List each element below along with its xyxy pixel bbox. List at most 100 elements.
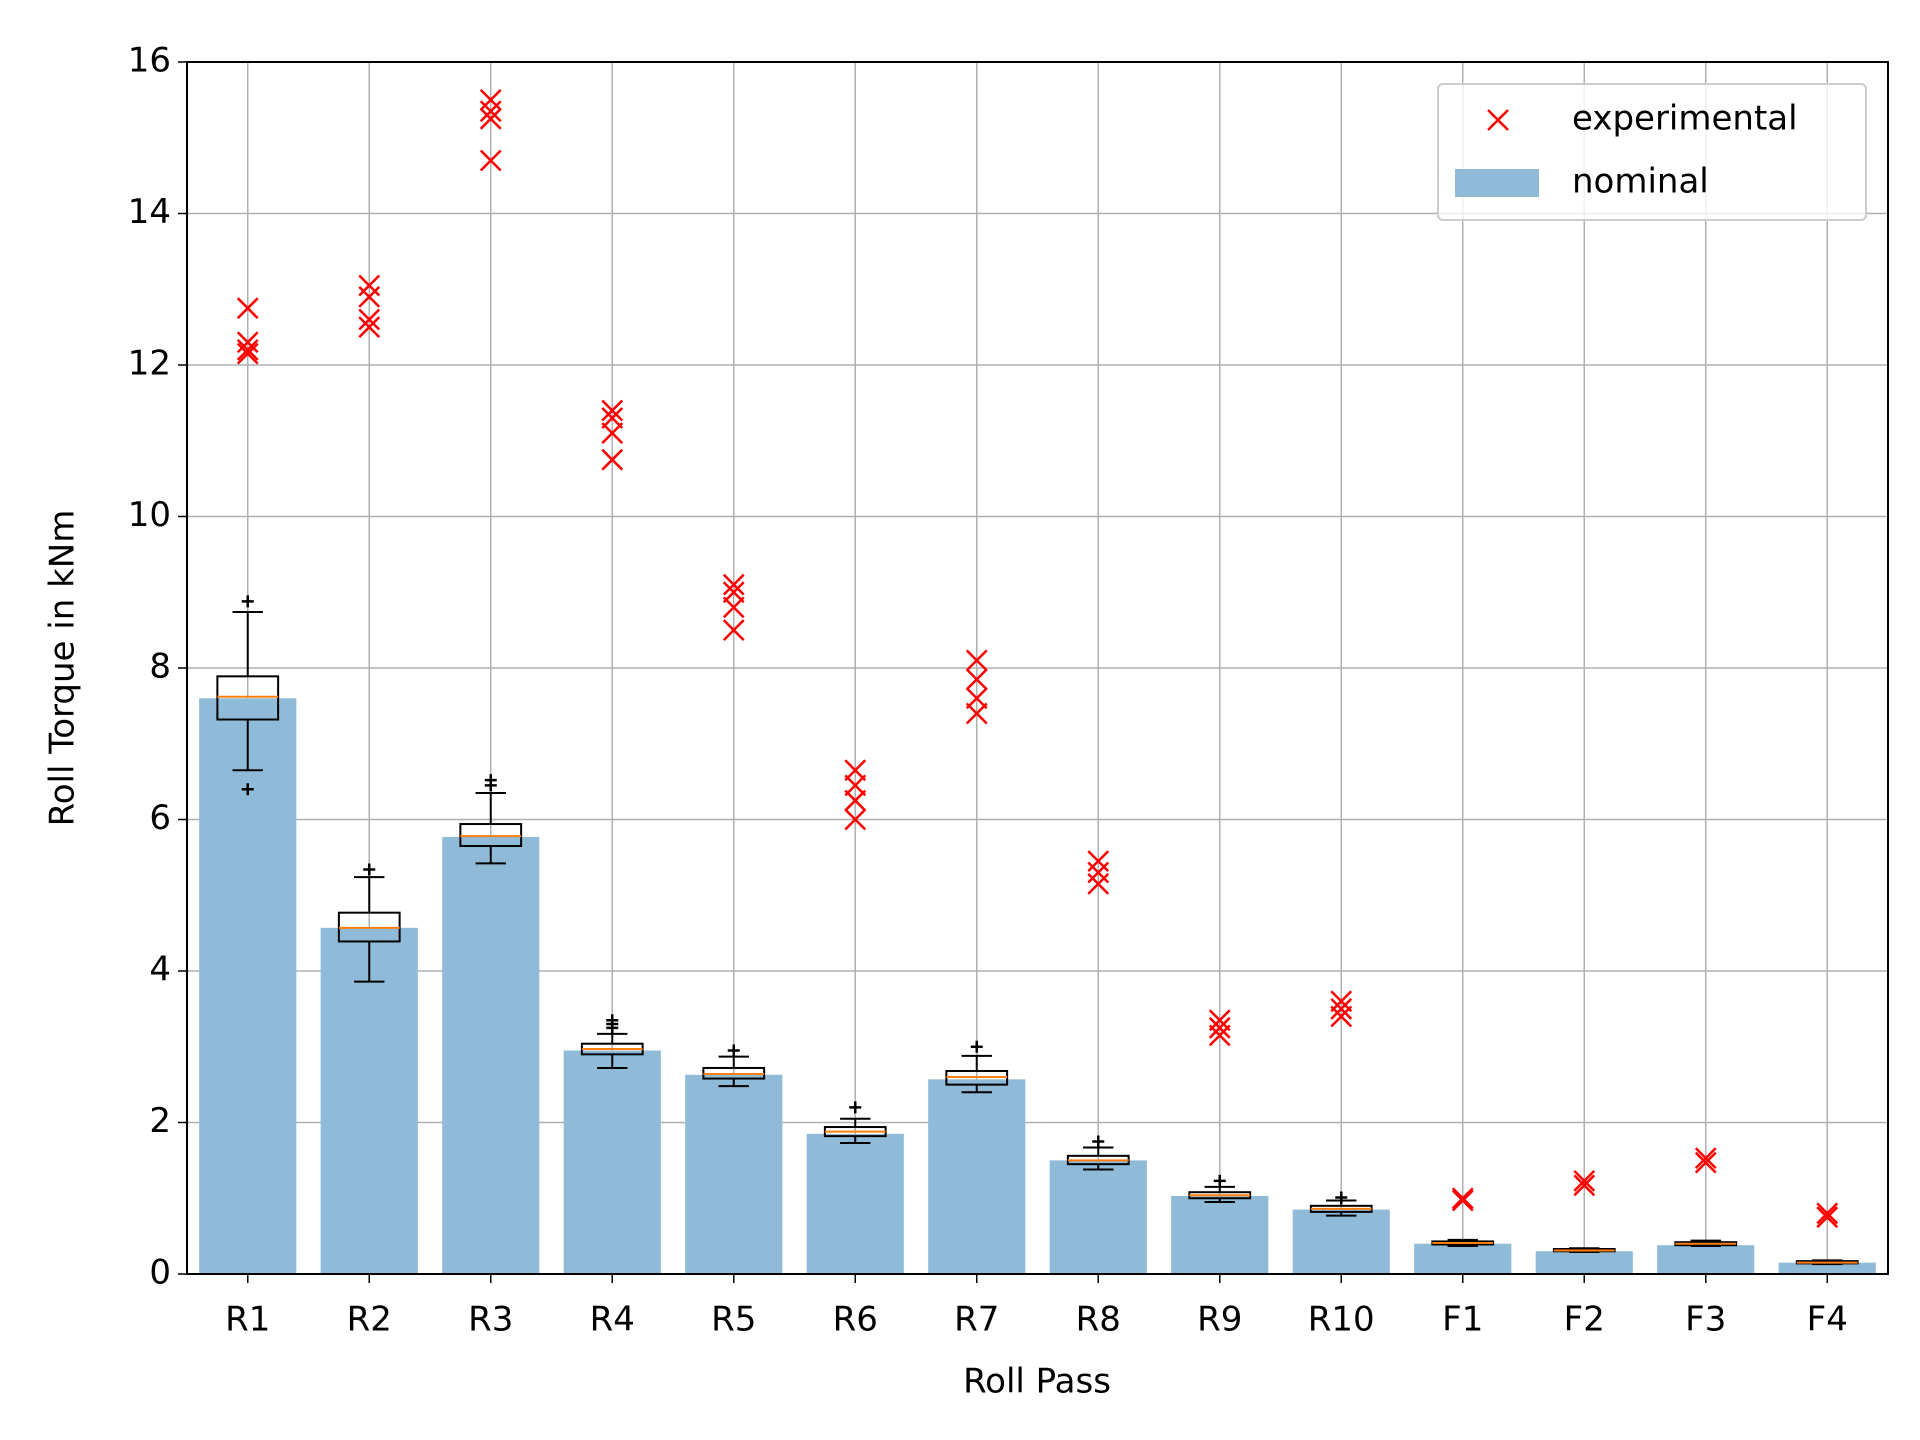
x-tick-label: F3 [1685,1300,1726,1340]
y-tick-label: 16 [128,41,171,81]
experimental-marker [1451,1189,1474,1212]
x-tick-label: R7 [954,1300,999,1340]
y-tick-label: 4 [149,950,171,990]
bar [1171,1195,1269,1274]
x-tick-label: R1 [225,1300,270,1340]
legend-swatch [1455,169,1539,197]
y-tick-label: 6 [149,798,171,838]
legend-box [1437,83,1867,221]
x-tick-label: R4 [590,1300,635,1340]
x-tick-label: F2 [1564,1300,1605,1340]
experimental-marker [479,100,502,123]
flier [484,774,497,787]
experimental-marker [1087,850,1110,873]
experimental-marker [965,687,988,710]
flier [606,1014,619,1027]
whisker-high [597,1032,628,1044]
flier [1335,1191,1348,1204]
flier [1213,1174,1226,1187]
experimental-marker [844,774,867,797]
experimental-marker [1330,997,1353,1020]
x-tick-label: R10 [1308,1300,1375,1340]
experimental-marker [1573,1174,1596,1197]
experimental-marker [236,331,259,354]
legend-label: nominal [1572,162,1709,202]
whisker-low [840,1136,871,1144]
x-tick-label: R9 [1197,1300,1242,1340]
experimental-marker [1208,1016,1231,1039]
x-tick-label: R2 [347,1300,392,1340]
experimental-marker [1573,1169,1596,1192]
whisker-low [718,1078,749,1088]
experimental-marker [479,88,502,111]
experimental-marker [1330,1005,1353,1028]
experimental-marker [722,581,745,604]
whisker-high [718,1055,749,1068]
x-axis-label: Roll Pass [963,1362,1111,1402]
experimental-marker [722,573,745,596]
whisker-high [232,610,263,677]
experimental-marker [601,448,624,471]
legend: experimental nominal [1437,83,1867,221]
y-tick-label: 2 [149,1101,171,1141]
experimental-marker [965,649,988,672]
bar [806,1133,904,1274]
whisker-low [354,941,385,983]
flier [849,1101,862,1114]
flier [241,783,254,796]
box [459,823,523,848]
legend-marker [1487,109,1509,131]
bar [563,1050,661,1274]
experimental-marker [722,596,745,619]
experimental-marker [1087,861,1110,884]
flier [970,1040,983,1053]
experimental-marker [601,399,624,422]
y-tick-label: 8 [149,647,171,687]
bar [1292,1209,1390,1274]
experimental-marker [479,149,502,172]
x-tick-label: F1 [1442,1300,1483,1340]
x-tick-label: R5 [711,1300,756,1340]
box [216,675,280,721]
experimental-marker [722,619,745,642]
bar [1414,1243,1512,1274]
whisker-low [961,1084,992,1094]
bar [1657,1245,1755,1274]
y-tick-label: 12 [128,344,171,384]
plot-frame [186,61,1889,1275]
flier [363,863,376,876]
legend-label: experimental [1572,99,1798,139]
experimental-marker [844,808,867,831]
y-tick-label: 10 [128,495,171,535]
experimental-marker [965,668,988,691]
experimental-marker [358,274,381,297]
y-axis-label: Roll Torque in kNm [43,510,83,827]
x-tick-label: R6 [833,1300,878,1340]
whisker-high [840,1117,871,1128]
whisker-high [1083,1146,1114,1156]
experimental-marker [844,789,867,812]
bar [928,1079,1026,1274]
bar [1778,1262,1876,1274]
whisker-high [354,876,385,913]
bar [1049,1160,1147,1274]
whisker-low [232,719,263,772]
experimental-marker [1208,1009,1231,1032]
experimental-marker [236,338,259,361]
experimental-marker [358,285,381,308]
y-tick-label: 0 [149,1253,171,1293]
whisker-high [475,791,506,825]
experimental-marker [1087,873,1110,895]
experimental-marker [1694,1151,1717,1174]
bar [442,836,540,1274]
experimental-marker [1816,1202,1839,1225]
whisker-high [961,1054,992,1071]
bar [685,1074,783,1274]
experimental-marker [601,422,624,445]
experimental-marker [1330,990,1353,1013]
whisker-low [597,1054,628,1069]
bar [1535,1251,1633,1274]
experimental-marker [1208,1024,1231,1047]
